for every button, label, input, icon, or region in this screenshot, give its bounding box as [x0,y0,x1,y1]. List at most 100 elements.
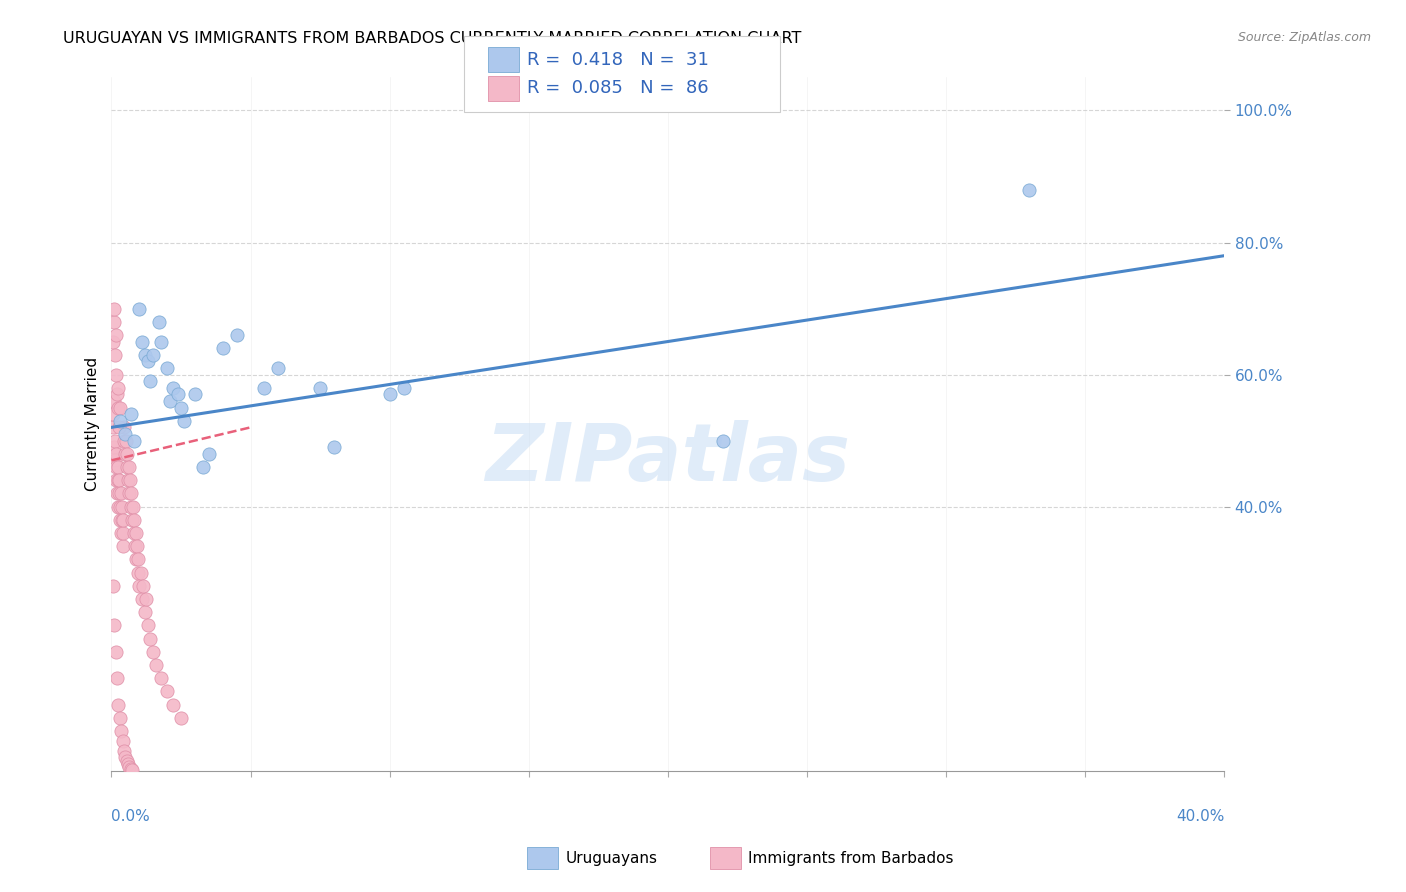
Point [142,348,165,362]
Text: R =  0.418   N =  31: R = 0.418 N = 31 [527,51,709,69]
Point [150,671,173,685]
Point [173,414,195,428]
Point [128,579,150,593]
Point [105,671,128,685]
Point [124,539,146,553]
Point [120,407,142,421]
Point [117,447,139,461]
Point [713,434,735,448]
Point [125,539,148,553]
Point [134,605,156,619]
Point [105,486,128,500]
Point [135,592,157,607]
Point [162,381,184,395]
Point [121,500,143,514]
Point [122,434,145,448]
Point [167,387,190,401]
Point [193,460,215,475]
Point [131,334,153,349]
Point [150,334,173,349]
Point [107,500,129,514]
Point [110,486,132,500]
Point [118,760,141,774]
Point [112,513,135,527]
Point [101,420,124,434]
Point [142,645,165,659]
Point [122,526,145,541]
Point [108,420,131,434]
Point [103,618,125,632]
Point [108,486,131,500]
Point [225,327,247,342]
Point [120,500,142,514]
Point [112,434,135,448]
Point [132,579,155,593]
Point [129,566,152,580]
Point [110,500,132,514]
Point [104,473,127,487]
Point [104,348,127,362]
Point [184,387,207,401]
Point [108,414,131,428]
Point [101,579,124,593]
Point [101,334,124,349]
Point [267,361,290,376]
Point [110,724,132,739]
Point [121,763,143,777]
Text: Uruguayans: Uruguayans [565,851,657,865]
Point [105,447,128,461]
Point [108,401,131,415]
Point [114,750,136,764]
Point [103,407,125,421]
Point [139,632,162,646]
Point [120,763,142,777]
Text: 0.0%: 0.0% [111,809,150,824]
Point [103,301,125,316]
Point [136,618,159,632]
Point [117,473,139,487]
Text: Immigrants from Barbados: Immigrants from Barbados [748,851,953,865]
Point [108,513,131,527]
Point [104,645,127,659]
Point [104,327,127,342]
Point [170,711,193,725]
Point [127,552,149,566]
Point [118,486,141,500]
Point [114,427,136,442]
Point [159,394,181,409]
Text: Source: ZipAtlas.com: Source: ZipAtlas.com [1237,31,1371,45]
Point [211,341,233,355]
Point [104,434,127,448]
Point [103,440,125,454]
Point [114,420,136,434]
Point [121,513,143,527]
Point [392,381,415,395]
Point [110,526,132,541]
Point [108,473,131,487]
Point [323,440,346,454]
Point [103,315,125,329]
Point [118,473,141,487]
Point [117,757,139,772]
Point [170,401,193,415]
Point [136,354,159,368]
Point [122,513,145,527]
Point [112,744,135,758]
Point [108,711,131,725]
Point [103,394,125,409]
Point [104,453,127,467]
Point [127,566,149,580]
Point [162,698,184,712]
Point [128,301,150,316]
Point [148,315,170,329]
Point [105,368,128,382]
Point [111,500,134,514]
Text: URUGUAYAN VS IMMIGRANTS FROM BARBADOS CURRENTLY MARRIED CORRELATION CHART: URUGUAYAN VS IMMIGRANTS FROM BARBADOS CU… [63,31,801,46]
Text: ZIPatlas: ZIPatlas [485,420,851,498]
Text: 40.0%: 40.0% [1175,809,1225,824]
Point [156,684,179,698]
Point [156,361,179,376]
Point [124,526,146,541]
Point [118,460,141,475]
Point [115,460,138,475]
